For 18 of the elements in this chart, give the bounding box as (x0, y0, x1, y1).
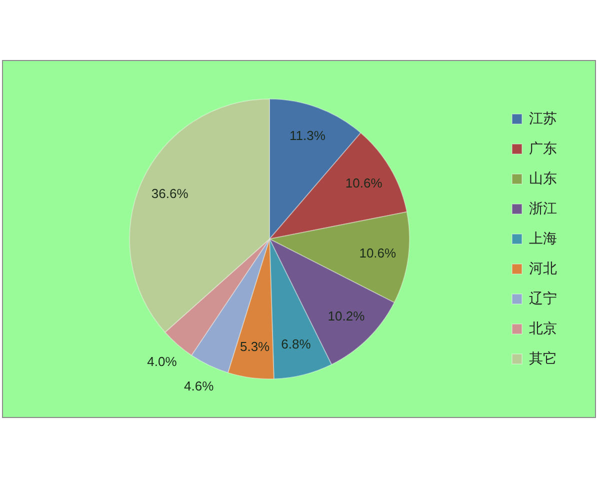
data-label: 10.6% (345, 176, 383, 191)
data-label: 11.3% (290, 128, 326, 144)
data-label: 10.6% (359, 246, 397, 261)
legend-label: 上海 (529, 230, 557, 246)
legend-label: 浙江 (529, 200, 557, 216)
legend-label: 北京 (529, 320, 557, 336)
legend-label: 广东 (529, 140, 557, 156)
legend-label: 其它 (529, 350, 557, 366)
legend-label: 江苏 (529, 110, 557, 126)
data-label: 4.6% (184, 378, 214, 394)
data-label: 4.0% (147, 354, 178, 370)
legend-label: 河北 (529, 260, 557, 276)
data-label: 10.2% (328, 308, 366, 324)
legend-label: 山东 (529, 170, 557, 186)
legend-label: 辽宁 (529, 290, 557, 306)
data-label: 36.6% (151, 186, 189, 201)
data-label: 6.8% (281, 336, 312, 352)
data-label: 5.3% (240, 338, 270, 354)
